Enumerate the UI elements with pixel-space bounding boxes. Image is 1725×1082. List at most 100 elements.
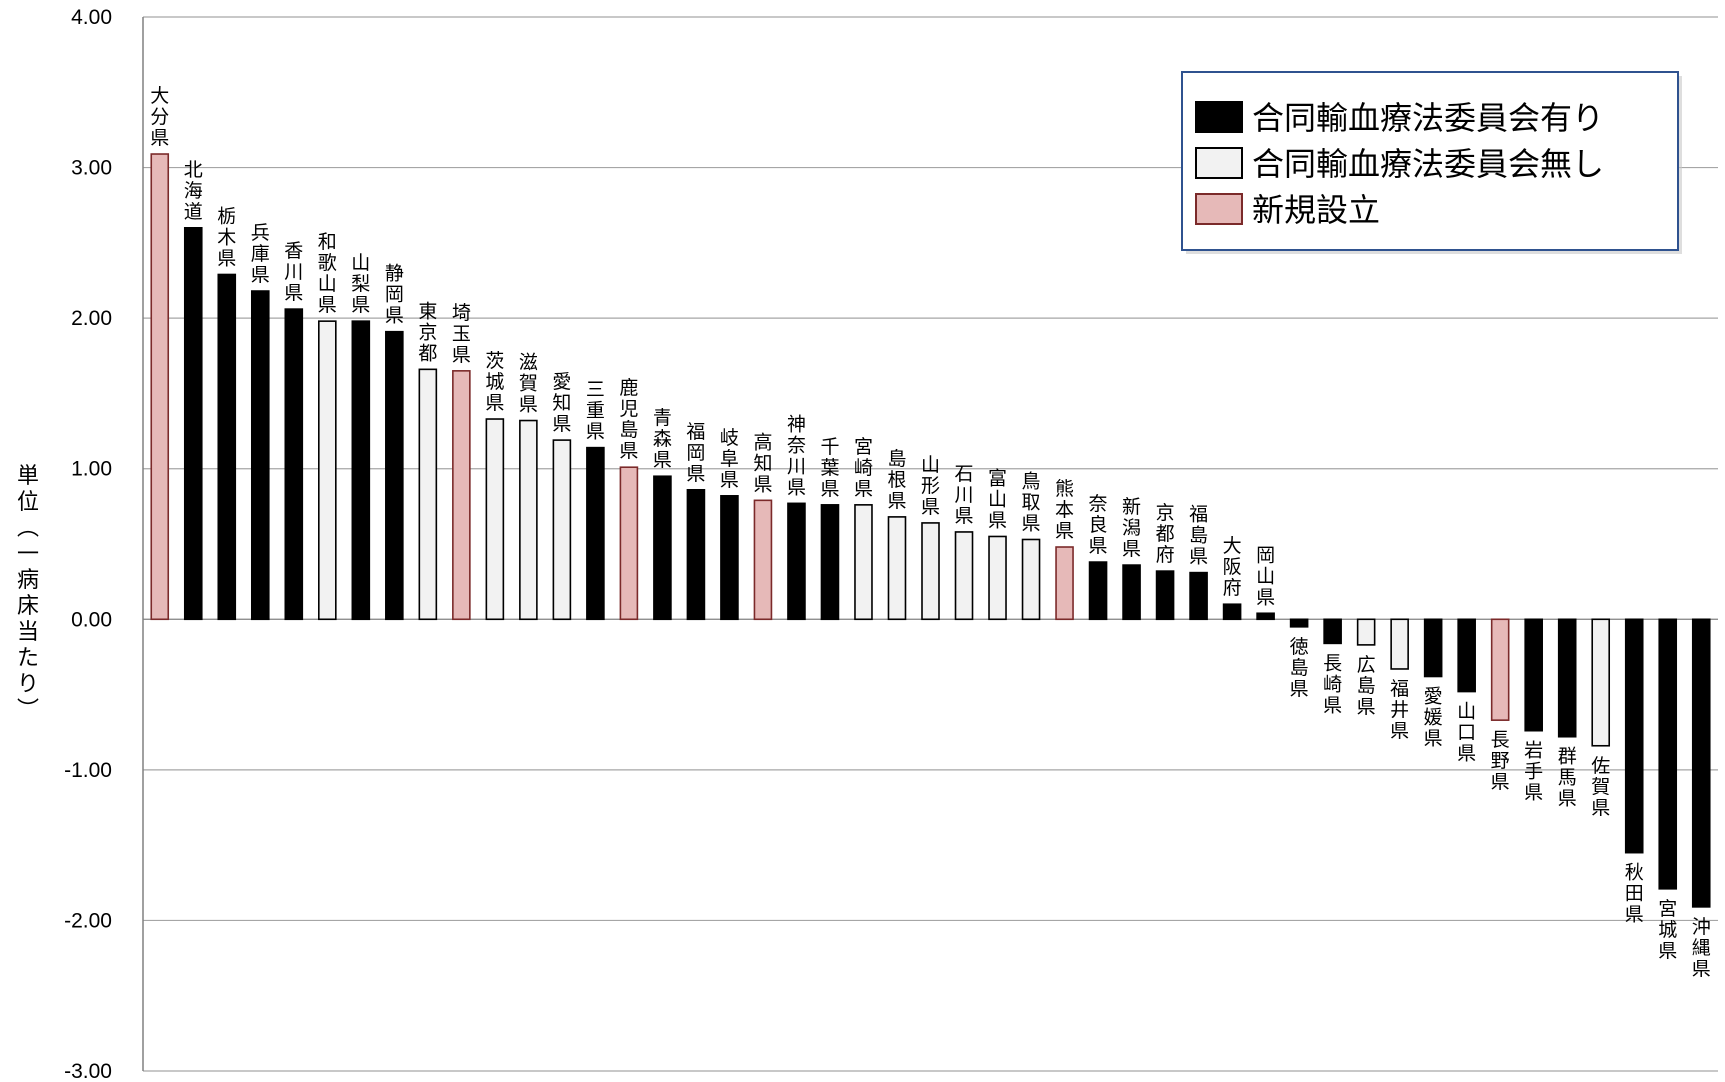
category-label: 千葉県 — [820, 436, 839, 500]
bar-佐賀県 — [1591, 618, 1611, 747]
category-label: 大阪府 — [1223, 535, 1242, 599]
category-label: 福岡県 — [686, 421, 705, 485]
category-label: 長崎県 — [1323, 652, 1342, 716]
bar-福岡県 — [686, 488, 706, 621]
category-label: 愛知県 — [552, 371, 571, 435]
category-label: 広島県 — [1357, 654, 1376, 718]
category-label: 東京都 — [418, 300, 437, 364]
category-label: 兵庫県 — [251, 222, 270, 286]
legend-swatch-no — [1195, 147, 1243, 179]
bar-兵庫県 — [250, 290, 270, 621]
y-tick-label: -2.00 — [64, 909, 112, 932]
bar-鹿児島県 — [619, 466, 639, 621]
category-label: 京都府 — [1156, 502, 1175, 566]
category-label: 秋田県 — [1625, 862, 1644, 926]
bar-長野県 — [1490, 618, 1510, 721]
category-label: 埼玉県 — [452, 302, 471, 366]
y-axis-tick-labels: 4.00 3.00 2.00 1.00 0.00 -1.00 -2.00 -3.00 — [64, 6, 112, 1082]
category-label: 富山県 — [988, 467, 1007, 531]
bar-東京都 — [418, 368, 438, 621]
bar-岡山県 — [1256, 612, 1275, 621]
y-tick-label: 0.00 — [71, 608, 112, 631]
category-label: 香川県 — [284, 240, 303, 304]
legend-label: 新規設立 — [1252, 191, 1380, 229]
category-label: 滋賀県 — [519, 352, 538, 416]
legend-swatch-yes — [1195, 101, 1243, 133]
bar-大分県 — [150, 153, 170, 621]
bar-滋賀県 — [519, 419, 538, 621]
category-label: 岐阜県 — [720, 427, 739, 491]
bar-三重県 — [586, 446, 605, 621]
category-label: 神奈川県 — [787, 413, 806, 498]
bar-秋田県 — [1624, 618, 1644, 854]
bar-京都府 — [1155, 570, 1175, 621]
category-label: 静岡県 — [385, 263, 404, 327]
y-tick-label: -1.00 — [64, 759, 112, 782]
y-tick-label: 3.00 — [71, 157, 112, 180]
category-label: 宮崎県 — [854, 436, 873, 500]
category-label: 山梨県 — [351, 252, 370, 316]
category-label: 福島県 — [1189, 504, 1208, 568]
bar-高知県 — [753, 499, 773, 621]
category-label: 鹿児島県 — [619, 377, 638, 462]
bar-新潟県 — [1122, 564, 1141, 621]
category-label: 新潟県 — [1122, 496, 1141, 560]
legend-swatch-new — [1195, 193, 1243, 225]
y-axis-label: 単位︵一病床当たり︶ — [17, 464, 39, 723]
legend-label: 合同輸血療法委員会無し — [1252, 145, 1604, 183]
bar-山形県 — [921, 522, 940, 621]
legend-box — [1181, 71, 1679, 251]
bar-愛知県 — [552, 439, 572, 621]
bar-岐阜県 — [720, 495, 739, 621]
bar-長崎県 — [1323, 618, 1342, 645]
category-label: 石川県 — [955, 463, 974, 527]
legend-label: 合同輸血療法委員会有り — [1252, 99, 1604, 137]
category-label: 大分県 — [150, 85, 169, 149]
bar-宮崎県 — [854, 504, 873, 621]
bar-石川県 — [954, 531, 974, 621]
bar-島根県 — [887, 516, 907, 621]
category-label: 青森県 — [653, 407, 672, 471]
bar-大阪府 — [1222, 603, 1242, 621]
bar-広島県 — [1356, 618, 1376, 646]
category-label: 高知県 — [753, 431, 772, 495]
bar-富山県 — [988, 535, 1007, 621]
category-label: 岩手県 — [1524, 740, 1543, 804]
category-label: 三重県 — [586, 379, 605, 443]
bar-福島県 — [1189, 571, 1208, 621]
category-label: 奈良県 — [1089, 493, 1108, 557]
y-axis-title: 単位︵一病床当たり︶ — [17, 464, 39, 723]
category-label: 沖縄県 — [1692, 916, 1711, 980]
category-label: 島根県 — [887, 448, 906, 512]
category-label: 群馬県 — [1558, 746, 1577, 810]
bar-鳥取県 — [1021, 538, 1041, 621]
category-label: 佐賀県 — [1591, 755, 1610, 819]
bar-福井県 — [1390, 618, 1409, 670]
bar-岩手県 — [1524, 618, 1543, 732]
y-tick-label: -3.00 — [64, 1060, 112, 1082]
bar-徳島県 — [1289, 618, 1309, 628]
bars — [150, 153, 1711, 908]
bar-沖縄県 — [1691, 618, 1711, 908]
category-label: 鳥取県 — [1022, 470, 1041, 534]
category-label: 長野県 — [1491, 729, 1510, 793]
bar-群馬県 — [1557, 618, 1577, 738]
bar-茨城県 — [485, 418, 505, 621]
bar-埼玉県 — [452, 370, 471, 621]
bar-奈良県 — [1088, 561, 1108, 621]
category-label: 宮城県 — [1658, 898, 1677, 962]
bar-香川県 — [284, 308, 304, 621]
bar-熊本県 — [1055, 546, 1074, 621]
category-label: 愛媛県 — [1424, 686, 1443, 750]
y-tick-label: 4.00 — [71, 6, 112, 29]
category-label: 岡山県 — [1256, 544, 1275, 608]
category-label: 熊本県 — [1055, 478, 1074, 542]
category-label: 山口県 — [1457, 701, 1476, 765]
category-label: 福井県 — [1390, 678, 1409, 742]
category-label: 和歌山県 — [318, 231, 337, 316]
bar-愛媛県 — [1423, 618, 1443, 678]
bar-静岡県 — [385, 330, 404, 621]
category-label: 栃木県 — [217, 205, 236, 269]
